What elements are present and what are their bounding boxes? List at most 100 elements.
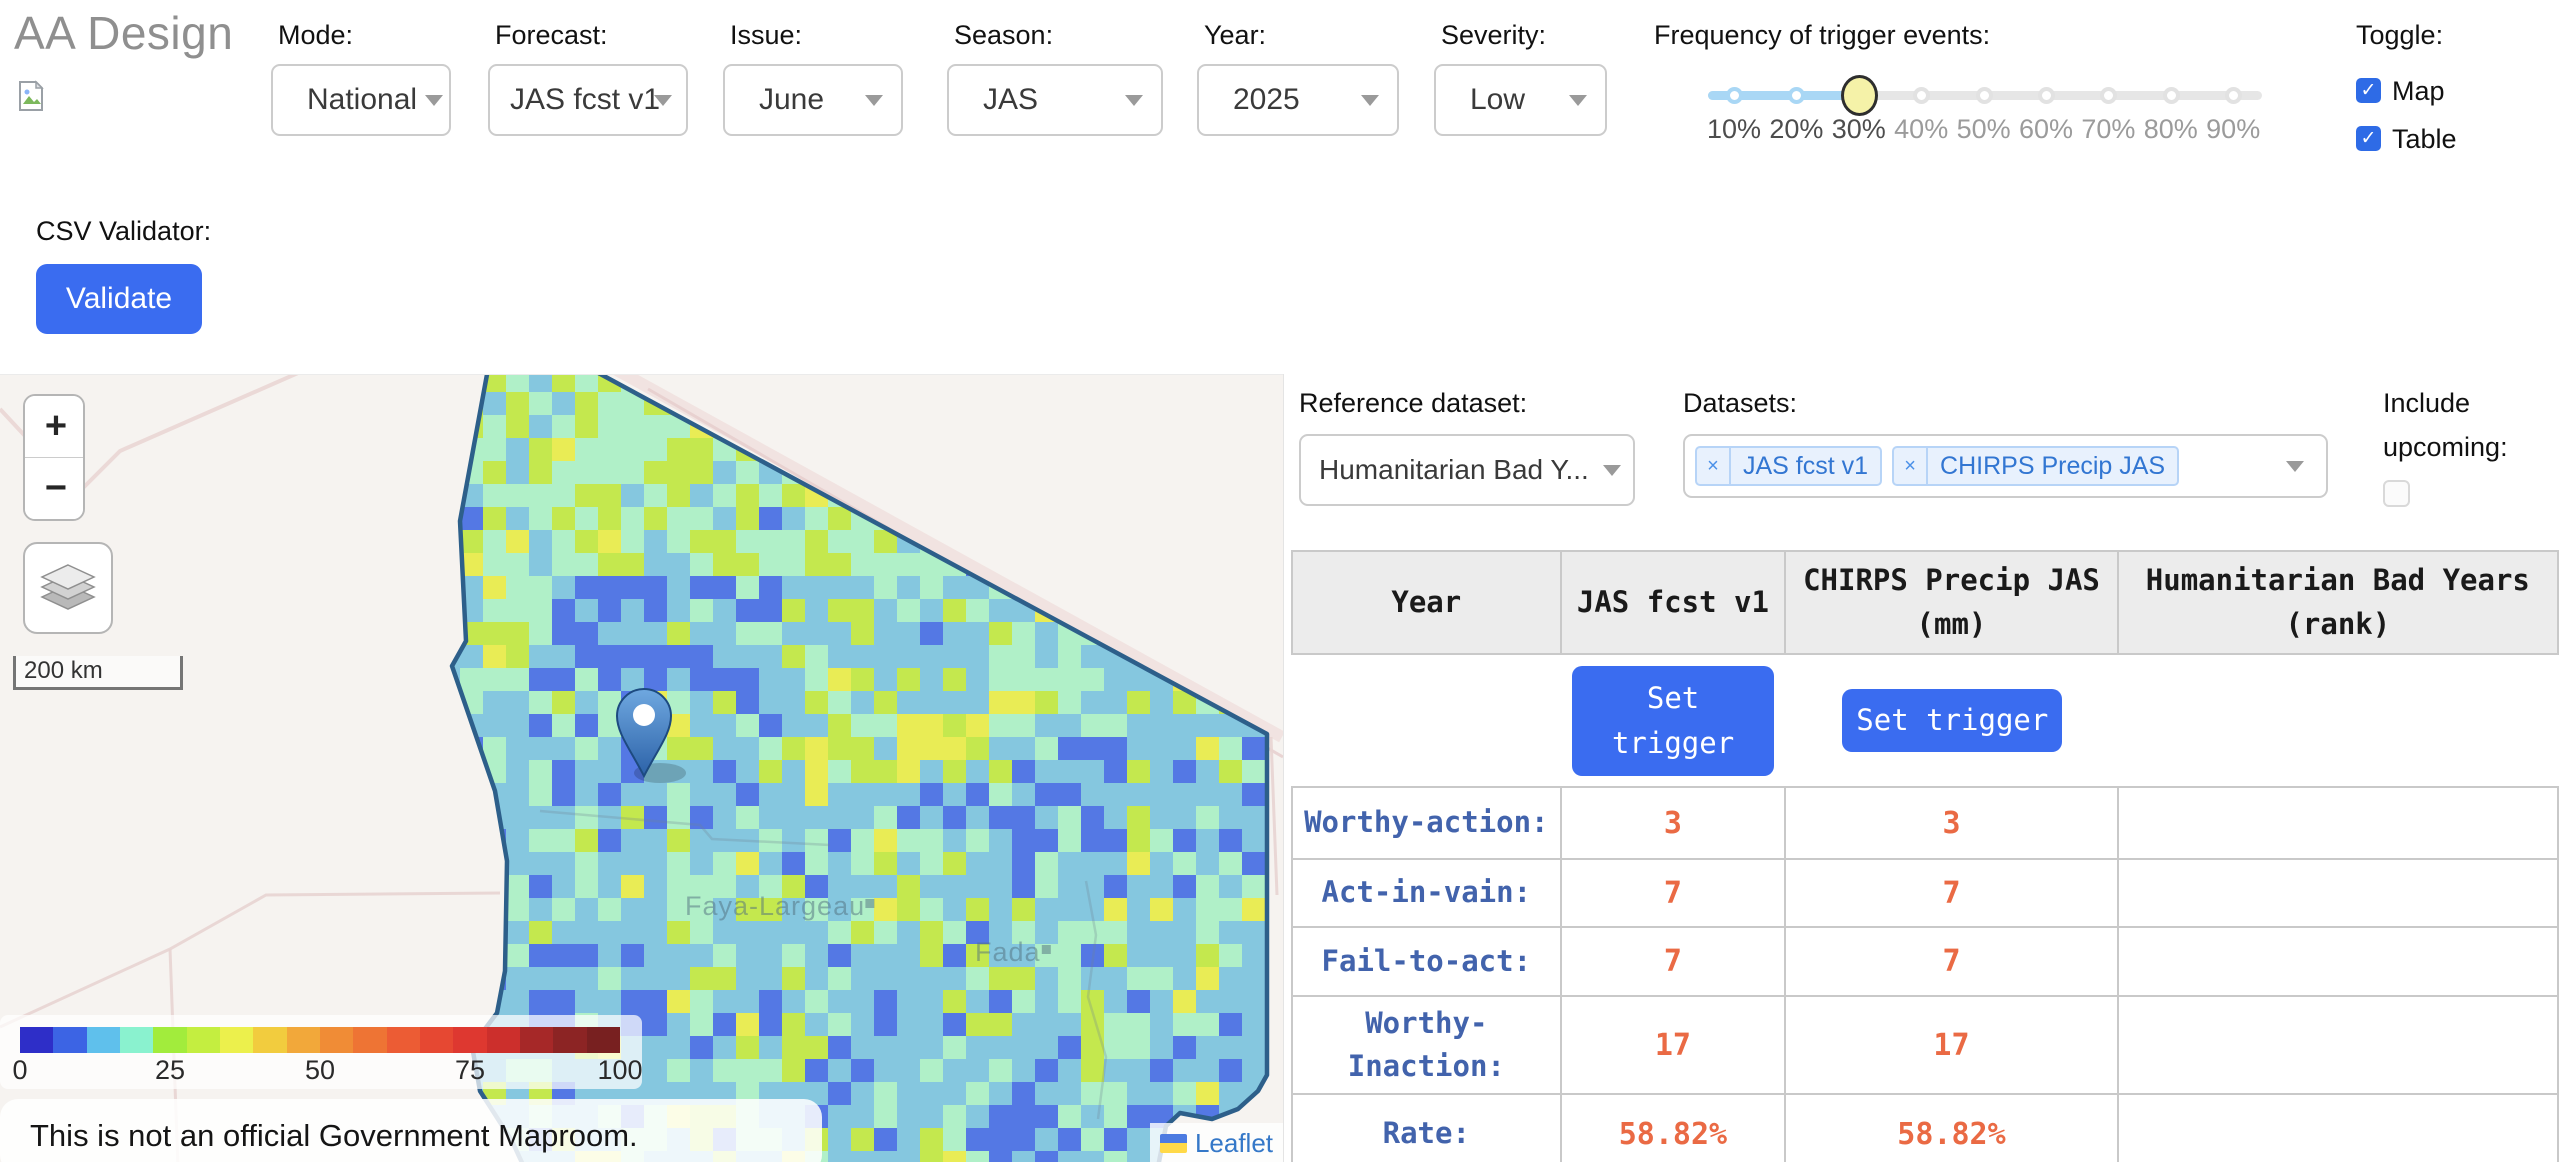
legend-colorbar [20, 1027, 620, 1053]
toggle-map-checkbox[interactable]: ✓ [2356, 78, 2381, 103]
chevron-down-icon [2286, 460, 2304, 472]
slider-tick-label: 60% [2018, 114, 2074, 144]
slider-fill [1708, 91, 1859, 100]
set-trigger-button[interactable]: Set trigger [1842, 689, 2063, 752]
set-trigger-button[interactable]: Set trigger [1572, 665, 1775, 776]
row-value [2118, 997, 2560, 1095]
table-row: Worthy-action: 3 3 [1291, 788, 2560, 860]
set-trigger-row: Set trigger Set trigger [1291, 655, 2559, 788]
year-select[interactable]: 2025 [1197, 64, 1399, 136]
row-value [2118, 860, 2560, 928]
mode-label: Mode: [278, 20, 354, 50]
legend-color-segment [519, 1027, 554, 1053]
row-value [2119, 1095, 2560, 1162]
table-cell [1291, 655, 1561, 786]
legend-color-segment [219, 1027, 254, 1053]
map-marker-icon[interactable] [615, 688, 673, 779]
row-value [2118, 788, 2560, 860]
map-canvas[interactable]: Faya-Largeau Fada + − 200 km 0 25 50 75 100 T… [0, 374, 1283, 1162]
legend-color-segment [53, 1027, 87, 1053]
city-label: Faya-Largeau [685, 891, 865, 921]
table-row: Act-in-vain: 7 7 [1291, 860, 2560, 928]
trigger-panel: Reference dataset: Humanitarian Bad Y...… [1283, 374, 2560, 1162]
reference-dataset-select[interactable]: Humanitarian Bad Y... [1299, 434, 1635, 506]
chip-remove-icon[interactable]: × [1894, 448, 1929, 484]
legend-color-segment [353, 1027, 387, 1053]
row-value [2118, 928, 2560, 997]
issue-select[interactable]: June [723, 64, 903, 136]
chip-label: CHIRPS Precip JAS [1940, 451, 2166, 480]
map-zoom-control: + − [23, 394, 85, 521]
legend-color-segment [253, 1027, 287, 1053]
leaflet-link[interactable]: Leaflet [1194, 1127, 1274, 1158]
year-label: Year: [1204, 20, 1267, 50]
slider-stop-70%[interactable] [2100, 87, 2118, 104]
include-upcoming-label2: upcoming: [2383, 432, 2508, 462]
slider-tick-label: 80% [2143, 114, 2198, 144]
season-select[interactable]: JAS [947, 64, 1163, 136]
table-cell: Set trigger [1560, 655, 1786, 786]
forecast-select[interactable]: JAS fcst v1 [488, 64, 688, 136]
slider-stop-60%[interactable] [2038, 87, 2055, 104]
slider-handle[interactable] [1840, 75, 1878, 116]
column-header: CHIRPS Precip JAS (mm) [1786, 552, 2119, 655]
reference-dataset-label: Reference dataset: [1299, 388, 1528, 418]
slider-stop-80%[interactable] [2162, 87, 2180, 104]
include-upcoming-checkbox[interactable] [2383, 480, 2410, 507]
legend-tick-label: 100 [597, 1055, 643, 1085]
chip-remove-icon[interactable]: × [1697, 448, 1731, 484]
legend-color-segment [319, 1027, 354, 1053]
severity-label: Severity: [1441, 20, 1547, 50]
severity-select[interactable]: Low [1434, 64, 1607, 136]
toggle-map-label: Map [2392, 76, 2445, 106]
layers-control[interactable] [23, 542, 113, 634]
map-disclaimer: This is not an official Government Mapro… [0, 1099, 822, 1162]
chevron-down-icon [1361, 94, 1379, 106]
csv-validator-label: CSV Validator: [36, 216, 212, 246]
slider-stop-40%[interactable] [1913, 87, 1931, 104]
legend-color-segment [386, 1027, 420, 1053]
season-label: Season: [954, 20, 1054, 50]
zoom-out-button[interactable]: − [25, 458, 83, 519]
table-row: Worthy-Inaction: 17 17 [1291, 997, 2560, 1095]
slider-stop-50%[interactable] [1975, 87, 1993, 104]
severity-value: Low [1470, 83, 1526, 116]
column-header: Year [1293, 552, 1562, 655]
mode-select[interactable]: National [271, 64, 451, 136]
row-label: Worthy-Inaction: [1293, 997, 1562, 1095]
row-label: Act-in-vain: [1293, 860, 1562, 928]
table-row: Fail-to-act: 7 7 [1291, 928, 2560, 997]
datasets-label: Datasets: [1683, 388, 1798, 418]
toggle-table-checkbox[interactable]: ✓ [2356, 126, 2381, 151]
chevron-down-icon [1125, 94, 1143, 106]
chip-label: JAS fcst v1 [1743, 451, 1869, 480]
slider-tick-label: 20% [1769, 114, 1824, 144]
row-label: Worthy-action: [1293, 788, 1562, 860]
issue-value: June [759, 83, 825, 116]
row-value: 58.82% [1562, 1095, 1787, 1162]
slider-stop-10%[interactable] [1726, 87, 1743, 104]
row-label: Fail-to-act: [1293, 928, 1562, 997]
validate-button[interactable]: Validate [36, 264, 202, 334]
toggle-label: Toggle: [2356, 20, 2444, 50]
layers-icon [40, 564, 96, 610]
chevron-down-icon [654, 94, 672, 106]
dataset-chip: × CHIRPS Precip JAS [1892, 446, 2180, 486]
datasets-multiselect[interactable]: × JAS fcst v1 × CHIRPS Precip JAS [1683, 434, 2328, 498]
legend-color-segment [286, 1027, 320, 1053]
row-label: Rate: [1293, 1095, 1562, 1162]
slider-stop-90%[interactable] [2225, 87, 2243, 104]
row-value: 7 [1786, 860, 2119, 928]
row-value: 7 [1561, 928, 1787, 997]
legend-color-segment [586, 1027, 620, 1053]
year-value: 2025 [1233, 83, 1300, 116]
legend-color-segment [419, 1027, 454, 1053]
slider-stop-20%[interactable] [1788, 87, 1806, 104]
issue-label: Issue: [730, 20, 803, 50]
include-upcoming-label: Include [2383, 388, 2471, 418]
slider-tick-label: 70% [2081, 114, 2136, 144]
table-header-row: Year JAS fcst v1 CHIRPS Precip JAS (mm) Hum… [1291, 550, 2559, 655]
zoom-in-button[interactable]: + [25, 396, 83, 458]
slider-tick-label: 10% [1706, 114, 1762, 144]
